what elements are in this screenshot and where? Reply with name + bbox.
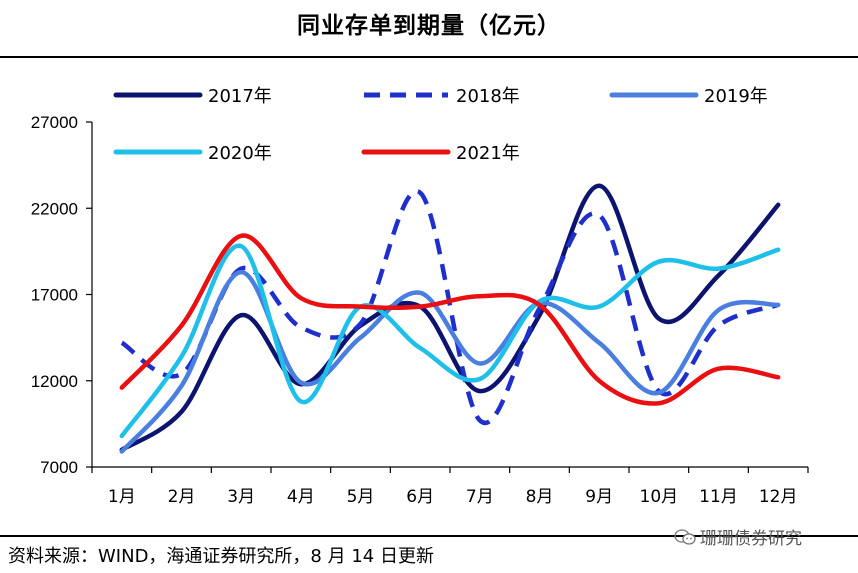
y-tick-label: 7000 <box>40 458 78 477</box>
y-tick-label: 12000 <box>31 372 78 391</box>
source-rule <box>0 535 858 537</box>
x-tick-label: 9月 <box>585 487 613 507</box>
legend-label: 2019年 <box>704 86 768 107</box>
watermark-text: 珊珊债券研究 <box>700 529 802 549</box>
y-tick-label: 22000 <box>31 199 78 218</box>
y-tick-label: 27000 <box>31 113 78 132</box>
x-tick-label: 4月 <box>287 487 315 507</box>
x-tick-label: 8月 <box>526 487 554 507</box>
title-rule <box>0 56 858 58</box>
legend-label: 2020年 <box>208 143 272 164</box>
x-tick-label: 5月 <box>347 487 375 507</box>
x-tick-label: 1月 <box>108 487 136 507</box>
legend-label: 2021年 <box>456 143 520 164</box>
watermark: 珊珊债券研究 <box>674 524 802 549</box>
x-tick-label: 3月 <box>227 487 255 507</box>
series-line-2018年 <box>120 189 779 426</box>
x-tick-label: 11月 <box>699 487 738 507</box>
x-tick-label: 10月 <box>640 487 679 507</box>
x-tick-label: 6月 <box>406 487 434 507</box>
series-line-2020年 <box>119 243 781 439</box>
x-tick-label: 12月 <box>759 487 798 507</box>
x-tick-label: 2月 <box>168 487 196 507</box>
x-tick-label: 7月 <box>466 487 494 507</box>
series-line-2021年 <box>119 233 781 406</box>
legend-label: 2017年 <box>208 86 272 107</box>
chart-title: 同业存单到期量（亿元） <box>297 13 561 39</box>
wechat-icon <box>674 528 696 545</box>
legend-label: 2018年 <box>456 86 520 107</box>
series-line-2019年 <box>119 269 781 454</box>
y-tick-label: 17000 <box>31 286 78 305</box>
source-note: 资料来源：WIND，海通证券研究所，8 月 14 日更新 <box>8 546 434 567</box>
series-line-2017年 <box>119 183 781 453</box>
